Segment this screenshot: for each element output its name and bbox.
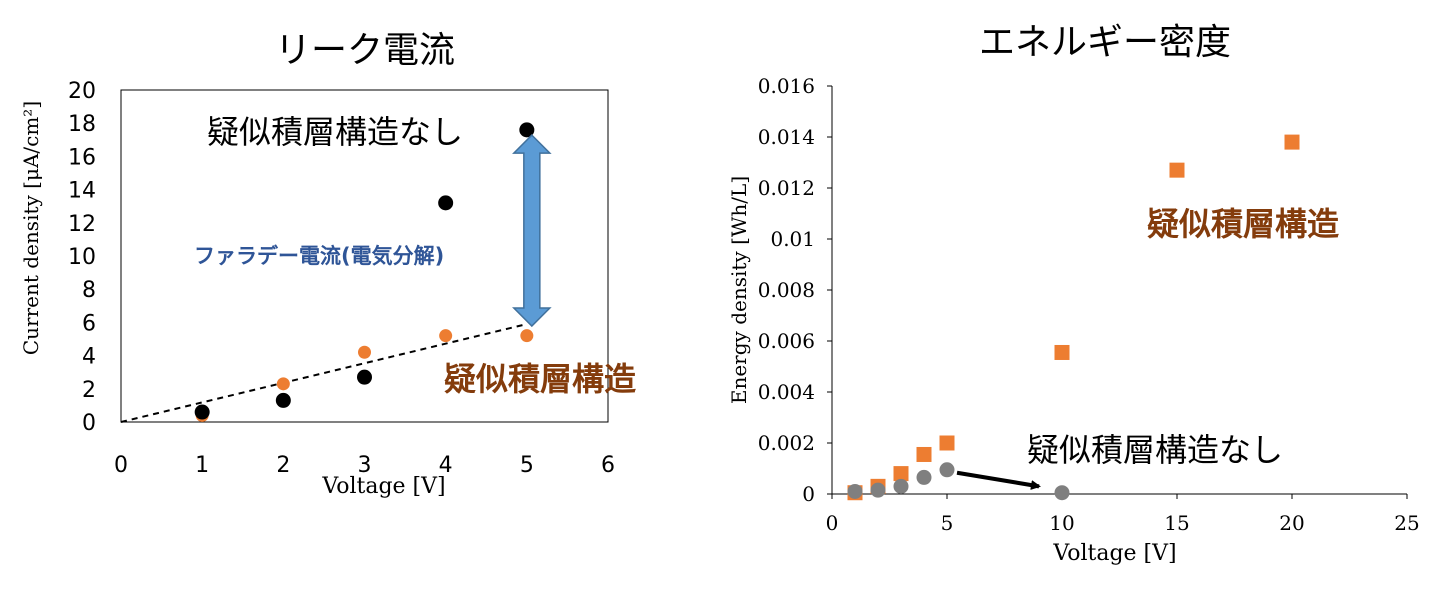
x-tick-label: 5 — [941, 511, 954, 535]
x-tick-labels: 0 5 10 15 20 25 — [826, 494, 1420, 535]
y-tick-label: 16 — [68, 145, 96, 170]
data-point-series-1 — [439, 329, 453, 343]
y-tick-labels: 0 2 4 6 8 10 12 14 16 18 20 — [68, 79, 96, 436]
x-tick-label: 15 — [1164, 511, 1189, 535]
x-tick-label: 20 — [1279, 511, 1304, 535]
chart-title: エネルギー密度 — [979, 22, 1231, 63]
data-point-series-0 — [275, 392, 291, 408]
data-point-series-0 — [939, 435, 955, 451]
data-points — [847, 134, 1300, 501]
data-point-series-1 — [520, 329, 534, 343]
data-point-series-0 — [438, 195, 454, 211]
data-point-series-1 — [1054, 485, 1070, 501]
y-tick-label: 2 — [82, 378, 96, 403]
y-tick-label: 4 — [82, 345, 96, 370]
y-tick-label: 18 — [68, 112, 96, 137]
data-point-series-0 — [893, 466, 909, 482]
x-tick-label: 4 — [439, 453, 453, 478]
x-tick-label: 10 — [1049, 511, 1074, 535]
x-tick-label: 6 — [601, 453, 615, 478]
data-points — [194, 122, 535, 422]
y-tick-label: 0.008 — [758, 278, 815, 302]
double-arrow — [512, 134, 552, 328]
series-label-orange: 疑似積層構造 — [1147, 205, 1339, 243]
x-tick-label: 2 — [276, 453, 290, 478]
series-label-black: 疑似積層構造なし — [207, 113, 463, 151]
y-tick-label: 0 — [802, 482, 815, 506]
data-point-series-0 — [916, 446, 932, 462]
y-tick-labels: 0 0.002 0.004 0.006 0.008 0.01 0.012 0.014 0.016 — [758, 74, 832, 506]
x-tick-label: 1 — [195, 453, 209, 478]
x-axis-label: Voltage [V] — [321, 474, 445, 499]
y-tick-label: 10 — [68, 245, 96, 270]
data-point-series-0 — [194, 404, 210, 420]
x-tick-label: 0 — [114, 453, 128, 478]
x-tick-label: 0 — [826, 511, 839, 535]
y-axis-label: Energy density [Wh/L] — [727, 176, 751, 404]
y-axis-label: Current density [μA/cm²] — [19, 101, 43, 355]
trendline — [120, 323, 528, 423]
y-tick-label: 14 — [68, 179, 96, 204]
x-tick-label: 5 — [520, 453, 534, 478]
y-tick-label: 20 — [68, 79, 96, 104]
data-point-series-1 — [870, 482, 886, 498]
faraday-current-label: ファラデー電流(電気分解) — [194, 244, 444, 268]
series-label-gray: 疑似積層構造なし — [1027, 431, 1283, 469]
y-tick-label: 12 — [68, 212, 96, 237]
y-tick-label: 0.01 — [770, 227, 815, 251]
data-point-series-0 — [1284, 134, 1300, 150]
y-tick-label: 0.014 — [758, 125, 815, 149]
energy-density-chart: エネルギー密度 0 0.002 0.004 0.006 0.008 0.01 0.012 0.… — [727, 22, 1420, 566]
data-point-series-1 — [358, 345, 371, 359]
y-tick-label: 0.016 — [758, 74, 815, 98]
data-point-series-0 — [1169, 162, 1185, 178]
data-point-series-1 — [276, 377, 290, 391]
y-tick-label: 0.006 — [758, 329, 815, 353]
x-tick-label: 3 — [358, 453, 372, 478]
y-tick-label: 0.004 — [758, 380, 815, 404]
data-point-series-1 — [847, 483, 863, 499]
x-tick-labels: 0 1 2 3 4 5 6 — [114, 453, 615, 478]
data-point-series-0 — [519, 122, 535, 138]
series-label-orange: 疑似積層構造 — [444, 360, 636, 398]
y-tick-label: 8 — [82, 278, 96, 303]
y-tick-label: 0.012 — [758, 176, 815, 200]
data-point-series-1 — [939, 462, 955, 478]
plot-area — [120, 89, 609, 423]
y-tick-label: 6 — [82, 311, 96, 336]
x-axis-label: Voltage [V] — [1052, 541, 1176, 566]
data-point-series-0 — [357, 369, 372, 385]
x-tick-label: 25 — [1394, 511, 1419, 535]
data-point-series-1 — [916, 469, 932, 485]
y-tick-label: 0 — [82, 411, 96, 436]
data-point-series-1 — [893, 478, 909, 494]
chart-title: リーク電流 — [275, 30, 455, 71]
arrow — [956, 470, 1041, 490]
data-point-series-0 — [1054, 344, 1070, 360]
y-tick-label: 0.002 — [758, 431, 815, 455]
